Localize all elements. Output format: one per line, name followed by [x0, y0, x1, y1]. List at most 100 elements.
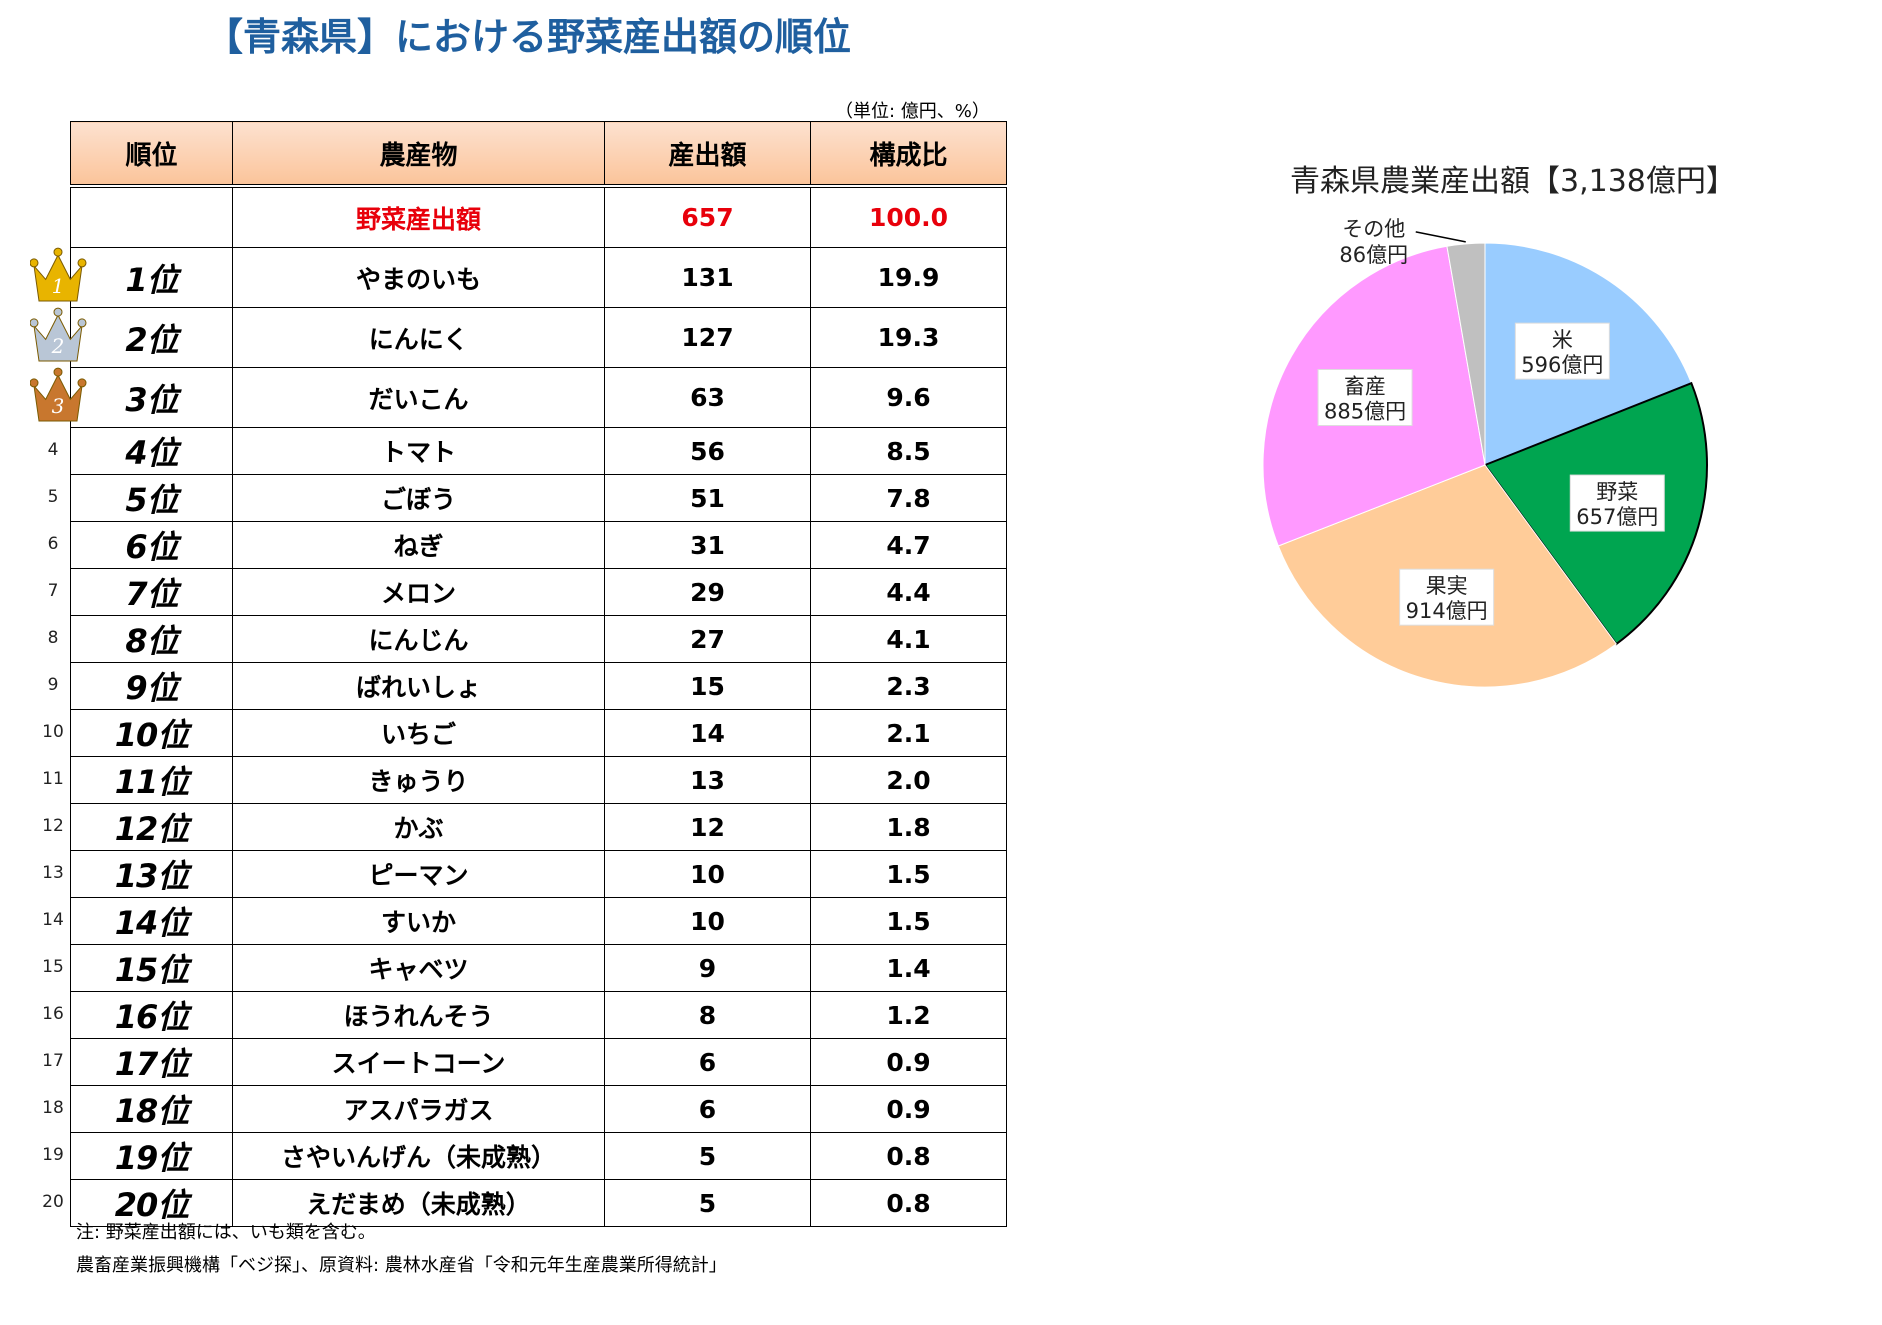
- item-value: 131: [604, 247, 811, 308]
- table-row: 15位 キャベツ 9 1.4: [70, 944, 1007, 992]
- item-name: ごぼう: [232, 474, 605, 522]
- pie-slice-value: 885億円: [1324, 399, 1406, 423]
- rank-label: 14位: [70, 897, 233, 945]
- row-number: 14: [42, 909, 64, 930]
- rank-label: 7位: [70, 568, 233, 616]
- rank-label: 19位: [70, 1132, 233, 1180]
- pie-slice-name: 果実: [1426, 574, 1468, 598]
- rank-label: 17位: [70, 1038, 233, 1086]
- pie-slice-value: 86億円: [1339, 243, 1408, 267]
- rank-label: 9位: [70, 662, 233, 710]
- table-row: 10位 いちご 14 2.1: [70, 709, 1007, 757]
- crown-number: 1: [52, 274, 65, 298]
- item-name: えだまめ（未成熟）: [232, 1179, 605, 1227]
- item-name: さやいんげん（未成熟）: [232, 1132, 605, 1180]
- row-number: 9: [47, 674, 59, 695]
- item-value: 10: [604, 897, 811, 945]
- item-value: 31: [604, 521, 811, 569]
- item-value: 15: [604, 662, 811, 710]
- table-row: 6位 ねぎ 31 4.7: [70, 521, 1007, 569]
- item-name: スイートコーン: [232, 1038, 605, 1086]
- table-row: 7位 メロン 29 4.4: [70, 568, 1007, 616]
- item-ratio: 1.4: [810, 944, 1007, 992]
- row-number: 19: [42, 1144, 64, 1165]
- silver-crown-icon: 2: [30, 307, 87, 362]
- crown-number: 2: [51, 334, 65, 358]
- table-row: 11位 きゅうり 13 2.0: [70, 756, 1007, 804]
- footnote: 注: 野菜産出額には、いも類を含む。: [76, 1222, 376, 1243]
- table-row: 13位 ピーマン 10 1.5: [70, 850, 1007, 898]
- item-name: ねぎ: [232, 521, 605, 569]
- rank-label: 3位: [70, 367, 233, 428]
- rank-label: 10位: [70, 709, 233, 757]
- rank-label: 6位: [70, 521, 233, 569]
- row-number: 6: [47, 533, 59, 554]
- rank-label: 2位: [70, 307, 233, 368]
- item-ratio: 2.1: [810, 709, 1007, 757]
- page-title: 【青森県】における野菜産出額の順位: [205, 15, 852, 59]
- item-value: 6: [604, 1085, 811, 1133]
- item-ratio: 1.5: [810, 850, 1007, 898]
- item-value: 6: [604, 1038, 811, 1086]
- pie-slice: [1446, 242, 1486, 466]
- item-ratio: 2.3: [810, 662, 1007, 710]
- item-ratio: 4.7: [810, 521, 1007, 569]
- item-ratio: 1.5: [810, 897, 1007, 945]
- total-rank-cell: [70, 185, 233, 248]
- item-ratio: 8.5: [810, 427, 1007, 475]
- header-item: 農産物: [232, 121, 605, 188]
- item-name: にんにく: [232, 307, 605, 368]
- item-value: 5: [604, 1132, 811, 1180]
- rank-label: 5位: [70, 474, 233, 522]
- item-name: にんじん: [232, 615, 605, 663]
- item-ratio: 19.9: [810, 247, 1007, 308]
- row-number: 11: [42, 768, 64, 789]
- bronze-crown-icon: 3: [30, 367, 87, 422]
- item-value: 8: [604, 991, 811, 1039]
- pie-chart-title: 青森県農業産出額【3,138億円】: [1290, 164, 1736, 199]
- table-row: 18位 アスパラガス 6 0.9: [70, 1085, 1007, 1133]
- ranking-table: 順位 農産物 産出額 構成比 野菜産出額 657 100.0 1位 やまのいも 13…: [70, 121, 1007, 1227]
- header-rank: 順位: [70, 121, 233, 188]
- pie-slice-value: 657億円: [1576, 505, 1658, 529]
- item-value: 63: [604, 367, 811, 428]
- table-row: 16位 ほうれんそう 8 1.2: [70, 991, 1007, 1039]
- item-ratio: 0.8: [810, 1179, 1007, 1227]
- table-row: 5位 ごぼう 51 7.8: [70, 474, 1007, 522]
- crown-number: 3: [52, 394, 65, 418]
- header-value: 産出額: [604, 121, 811, 188]
- item-ratio: 19.3: [810, 307, 1007, 368]
- unit-label: （単位: 億円、%）: [835, 101, 990, 122]
- gold-crown-icon: 1: [30, 247, 87, 302]
- table-row: 4位 トマト 56 8.5: [70, 427, 1007, 475]
- table-row: 2位 にんにく 127 19.3: [70, 307, 1007, 368]
- total-label: 野菜産出額: [232, 185, 605, 248]
- row-number: 12: [42, 815, 64, 836]
- table-row: 17位 スイートコーン 6 0.9: [70, 1038, 1007, 1086]
- row-number: 10: [42, 721, 64, 742]
- pie-leader-line: [1415, 231, 1466, 243]
- pie-slice-name: 米: [1552, 328, 1573, 352]
- table-row: 8位 にんじん 27 4.1: [70, 615, 1007, 663]
- pie-slice-value: 914億円: [1406, 599, 1488, 623]
- item-ratio: 2.0: [810, 756, 1007, 804]
- item-value: 51: [604, 474, 811, 522]
- rank-label: 1位: [70, 247, 233, 308]
- row-number: 5: [47, 486, 59, 507]
- total-row: 野菜産出額 657 100.0: [70, 185, 1007, 248]
- item-value: 29: [604, 568, 811, 616]
- item-ratio: 1.8: [810, 803, 1007, 851]
- rank-label: 18位: [70, 1085, 233, 1133]
- item-name: いちご: [232, 709, 605, 757]
- item-name: かぶ: [232, 803, 605, 851]
- item-value: 56: [604, 427, 811, 475]
- item-ratio: 1.2: [810, 991, 1007, 1039]
- rank-label: 13位: [70, 850, 233, 898]
- table-row: 14位 すいか 10 1.5: [70, 897, 1007, 945]
- item-name: ほうれんそう: [232, 991, 605, 1039]
- rank-label: 11位: [70, 756, 233, 804]
- table-header-row: 順位 農産物 産出額 構成比: [70, 121, 1007, 188]
- item-value: 127: [604, 307, 811, 368]
- item-value: 5: [604, 1179, 811, 1227]
